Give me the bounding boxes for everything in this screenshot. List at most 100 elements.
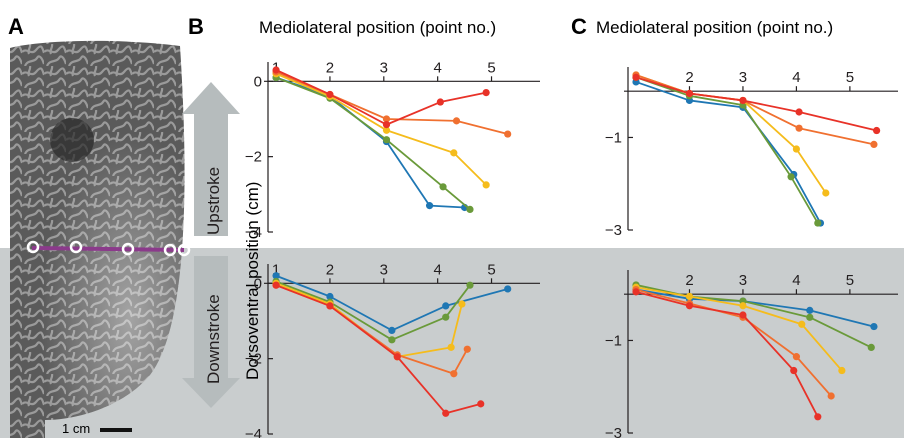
data-point-red <box>795 108 803 116</box>
title-c: Mediolateral position (point no.) <box>596 18 833 37</box>
data-point-blue <box>326 292 334 301</box>
y-tick-label: −4 <box>245 426 262 438</box>
data-point-green <box>388 336 396 344</box>
y-tick-label: −3 <box>605 222 622 239</box>
data-point-red <box>482 89 490 97</box>
data-point-red <box>477 400 485 408</box>
x-tick-label: 2 <box>326 59 334 76</box>
data-point-orange <box>795 124 803 132</box>
data-point-blue <box>806 306 814 314</box>
x-tick-label: 5 <box>846 69 854 86</box>
data-point-yellow <box>685 292 694 301</box>
y-tick-label: −3 <box>605 425 622 438</box>
data-point-yellow <box>838 366 846 375</box>
data-point-blue <box>504 285 512 293</box>
data-point-blue <box>388 326 396 334</box>
data-point-orange <box>452 117 461 125</box>
x-tick-label: 2 <box>326 261 334 278</box>
data-point-yellow <box>482 181 490 189</box>
data-point-blue <box>870 322 878 331</box>
data-point-yellow <box>822 189 830 197</box>
scale-bar-label: 1 cm <box>62 421 90 436</box>
x-tick-label: 4 <box>433 59 441 76</box>
data-point-red <box>272 281 280 289</box>
data-point-red <box>326 302 334 310</box>
data-point-green <box>787 173 795 181</box>
data-point-red <box>685 89 694 98</box>
data-point-yellow <box>792 145 801 153</box>
x-tick-label: 5 <box>487 261 495 278</box>
data-point-red <box>632 73 640 81</box>
y-tick-label: −2 <box>245 149 262 166</box>
x-tick-label: 4 <box>792 272 800 289</box>
downstroke-label: Downstroke <box>204 294 223 384</box>
chart-B-downstroke: 1 2 3 4 5 0 −2 −4 <box>245 261 540 438</box>
data-point-orange <box>792 353 801 361</box>
data-point-green <box>867 343 875 352</box>
x-tick-label: 4 <box>433 261 441 278</box>
panel-label-b: B <box>188 14 204 39</box>
x-tick-label: 2 <box>685 272 693 289</box>
x-tick-label: 4 <box>792 69 800 86</box>
title-b: Mediolateral position (point no.) <box>259 18 496 37</box>
y-tick-label: 0 <box>254 275 262 292</box>
chord-line <box>31 246 185 252</box>
series-line-blue <box>275 76 465 209</box>
data-point-blue <box>425 202 434 210</box>
data-point-green <box>439 183 447 191</box>
chart-C-upstroke: 2 3 4 5 −1 −3 <box>605 67 898 239</box>
x-tick-label: 3 <box>380 59 388 76</box>
chart-C-downstroke: 2 3 4 5 −1 −3 <box>605 270 898 438</box>
x-tick-label: 2 <box>685 69 693 86</box>
data-point-red <box>790 366 798 375</box>
data-point-blue <box>272 272 280 280</box>
scale-bar <box>100 428 132 432</box>
data-point-yellow <box>798 320 806 328</box>
series-line-orange <box>635 74 875 146</box>
data-point-red <box>814 413 822 421</box>
data-point-orange <box>827 392 835 400</box>
data-point-green <box>814 219 822 227</box>
data-point-red <box>685 302 694 310</box>
x-tick-label: 5 <box>487 59 495 76</box>
y-tick-label: −4 <box>245 224 262 241</box>
data-point-red <box>632 288 640 296</box>
data-point-green <box>466 205 474 213</box>
y-tick-label: −1 <box>605 129 622 146</box>
data-point-orange <box>504 130 512 138</box>
data-point-yellow <box>450 149 458 157</box>
data-point-red <box>739 311 747 319</box>
data-point-blue <box>442 302 450 310</box>
x-tick-label: 3 <box>380 261 388 278</box>
x-tick-label: 1 <box>272 261 280 278</box>
data-point-orange <box>463 345 471 353</box>
data-point-yellow <box>447 343 455 351</box>
data-point-red <box>873 126 881 135</box>
y-tick-label: −2 <box>245 351 262 368</box>
panel-label-a: A <box>8 14 24 39</box>
y-tick-label: 0 <box>254 73 262 90</box>
data-point-green <box>466 281 474 289</box>
data-point-red <box>436 98 444 106</box>
data-point-green <box>382 136 391 144</box>
data-point-red <box>442 409 450 417</box>
data-point-yellow <box>458 300 466 308</box>
x-tick-label: 3 <box>739 272 747 289</box>
x-tick-label: 3 <box>739 69 747 86</box>
x-tick-label: 5 <box>846 272 854 289</box>
data-point-red <box>393 353 401 361</box>
data-point-orange <box>450 370 458 378</box>
data-point-green <box>806 313 814 321</box>
panel-label-c: C <box>571 14 587 39</box>
data-point-yellow <box>382 126 391 134</box>
downstroke-arrow: Downstroke <box>182 256 240 408</box>
chord-points <box>26 240 191 257</box>
data-point-yellow <box>739 302 747 310</box>
data-point-green <box>442 313 450 321</box>
upstroke-arrow: Upstroke <box>182 82 240 236</box>
y-axis-label: Dorsoventral position (cm) <box>243 182 262 380</box>
y-tick-label: −1 <box>605 332 622 349</box>
upstroke-label: Upstroke <box>204 167 223 235</box>
